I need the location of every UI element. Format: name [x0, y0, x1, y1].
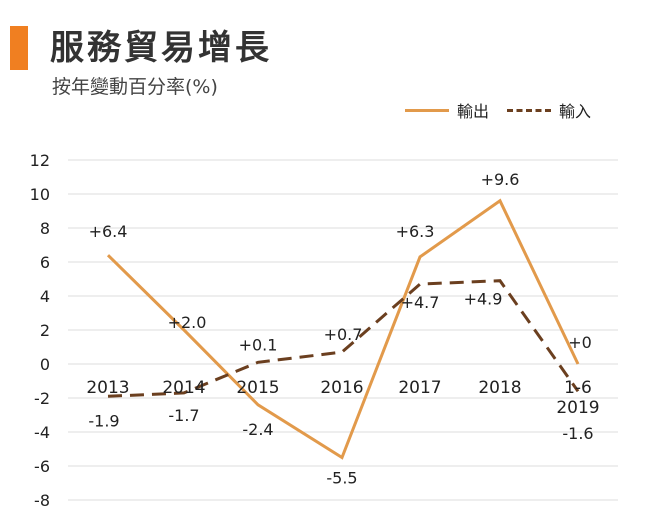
data-label-input: +0.1 — [239, 335, 278, 354]
data-label-output: -2.4 — [242, 420, 273, 439]
data-label-input: +4.7 — [401, 293, 440, 312]
legend-swatch-output — [405, 108, 449, 112]
legend-label-output: 輸出 — [457, 102, 490, 121]
y-tick-label: 6 — [40, 253, 50, 272]
y-tick-label: 8 — [40, 219, 50, 238]
y-tick-label: 12 — [30, 151, 50, 170]
x-category-label: 2013 — [86, 378, 129, 398]
series-line-input — [107, 279, 580, 398]
x-category-label: 2015 — [236, 378, 279, 398]
y-tick-label: -6 — [34, 457, 50, 476]
data-label-input: +0.7 — [324, 325, 363, 344]
chart-subtitle: 按年變動百分率(%) — [52, 76, 218, 98]
legend-item-output: 輸出 — [405, 98, 489, 122]
data-label-input: -1.6 — [562, 424, 593, 443]
y-tick-label: -4 — [34, 423, 50, 442]
x-category-label: 2018 — [478, 378, 521, 398]
y-tick-label: 2 — [40, 321, 50, 340]
data-label-output: +6.3 — [396, 222, 435, 241]
data-label-output: +9.6 — [481, 170, 520, 189]
title-accent-bar — [10, 26, 28, 70]
data-label-output: +6.4 — [89, 222, 128, 241]
y-tick-label: -2 — [34, 389, 50, 408]
chart-legend: 輸出 輸入 — [405, 98, 609, 122]
data-label-output: -5.5 — [326, 469, 357, 488]
y-tick-label: 4 — [40, 287, 50, 306]
data-label-input: -1.9 — [88, 411, 119, 430]
y-tick-label: -8 — [34, 491, 50, 510]
x-category-label: 2016 — [320, 378, 363, 398]
legend-label-input: 輸入 — [559, 102, 592, 121]
series-line-output — [106, 198, 580, 460]
x-category-label: 2017 — [398, 378, 441, 398]
legend-item-input: 輸入 — [507, 98, 591, 122]
data-label-output: +2.0 — [168, 313, 207, 332]
data-label-input: +4.9 — [464, 290, 503, 309]
y-tick-label: 0 — [40, 355, 50, 374]
data-label-output: +0 — [568, 333, 592, 352]
data-label-input: -1.7 — [168, 406, 199, 425]
x-category-label: 2019 — [556, 398, 599, 418]
x-category-label: 2014 — [162, 378, 205, 398]
chart-title: 服務貿易增長 — [50, 28, 272, 68]
x-category-label: 1-6 — [564, 378, 592, 398]
y-tick-label: 10 — [30, 185, 50, 204]
legend-swatch-input — [507, 108, 552, 112]
